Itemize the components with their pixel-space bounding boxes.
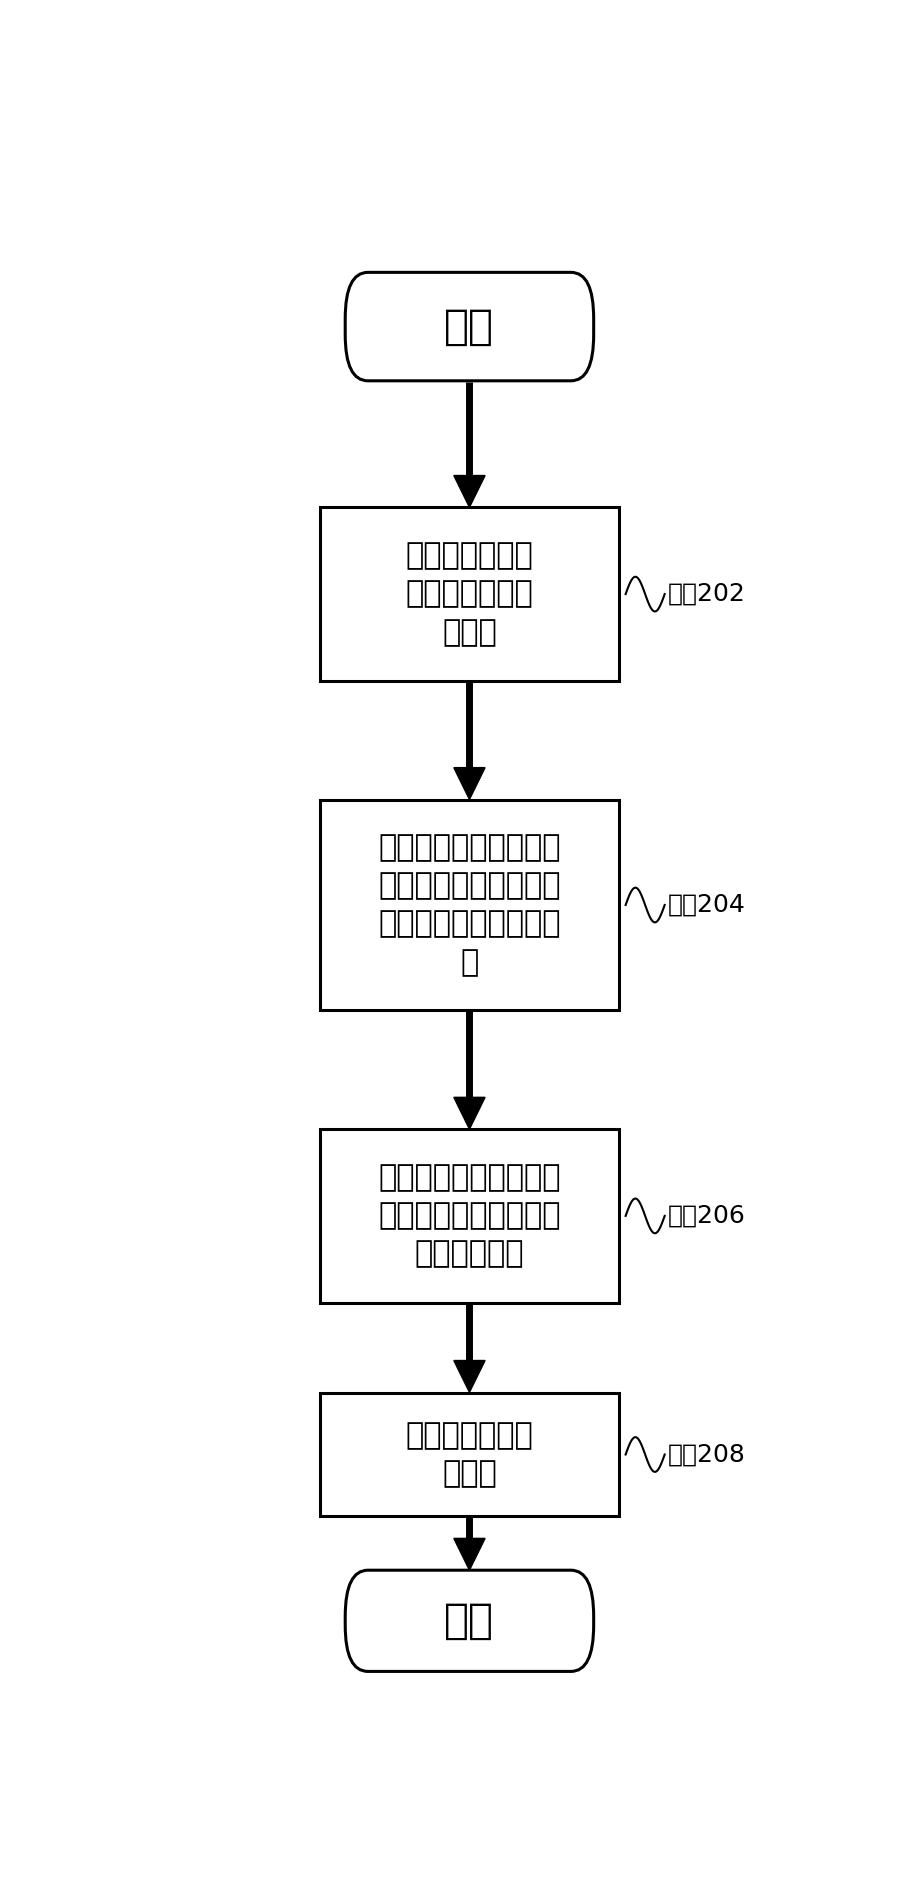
Text: 根据每种食材名称和条
件信息，通过云计算来
确定推送信息: 根据每种食材名称和条 件信息，通过云计算来 确定推送信息 <box>378 1162 561 1270</box>
Text: 步骤202: 步骤202 <box>668 582 747 607</box>
Text: 步骤208: 步骤208 <box>668 1442 747 1467</box>
Polygon shape <box>453 768 485 800</box>
Text: 步骤204: 步骤204 <box>668 894 747 916</box>
Text: 步骤206: 步骤206 <box>668 1204 747 1228</box>
Text: 将推送信息推送
至终端: 将推送信息推送 至终端 <box>406 1422 533 1487</box>
Bar <box>321 1393 618 1516</box>
Bar <box>321 507 618 682</box>
Text: 结束: 结束 <box>444 1600 495 1641</box>
Polygon shape <box>453 475 485 507</box>
Text: 接收上传的一张
或多张图像和条
件信息: 接收上传的一张 或多张图像和条 件信息 <box>406 541 533 646</box>
Polygon shape <box>453 1097 485 1129</box>
FancyBboxPatch shape <box>345 1570 594 1671</box>
Bar <box>321 1129 618 1303</box>
FancyBboxPatch shape <box>345 272 594 381</box>
Polygon shape <box>453 1538 485 1570</box>
Bar <box>321 800 618 1010</box>
Text: 开始: 开始 <box>444 306 495 347</box>
Polygon shape <box>453 1360 485 1392</box>
Text: 通过云计算来对每张图
像进行识别以确定每张
图像对应的每种食材名
称: 通过云计算来对每张图 像进行识别以确定每张 图像对应的每种食材名 称 <box>378 834 561 977</box>
